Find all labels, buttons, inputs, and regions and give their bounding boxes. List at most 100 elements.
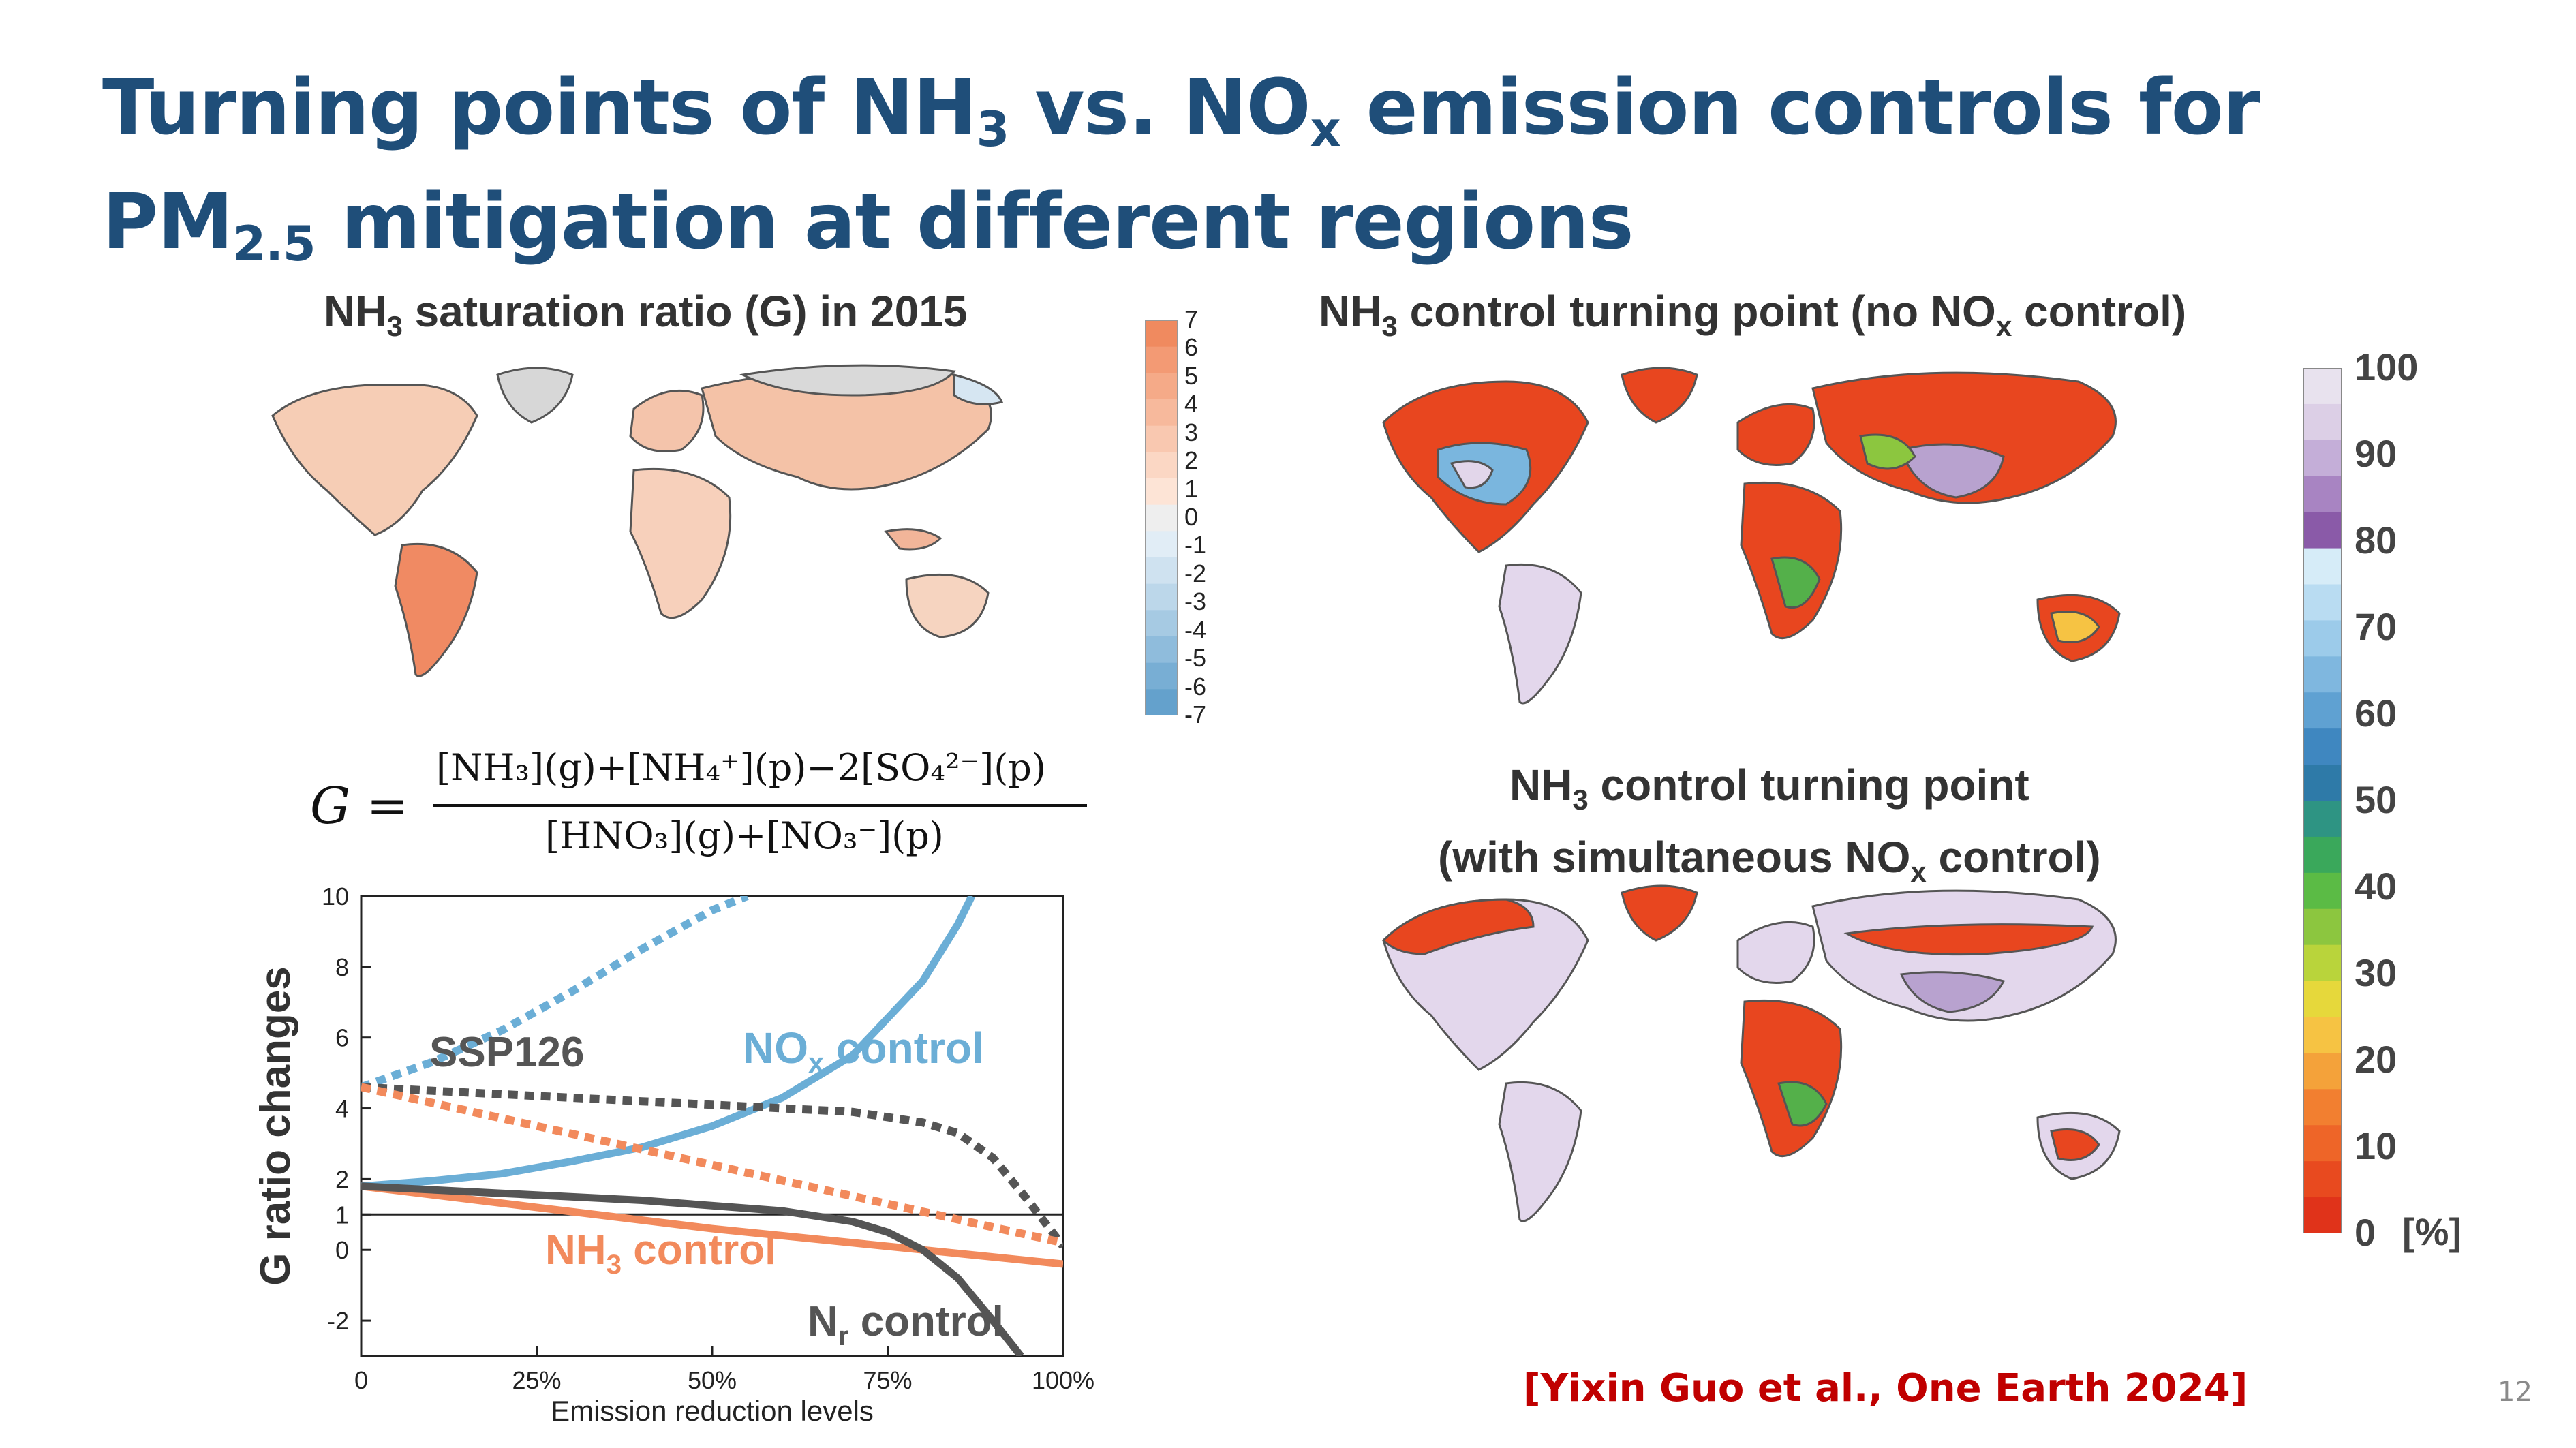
colorbar-segment <box>2303 1197 2342 1233</box>
x-tick-label: 100% <box>1032 1366 1094 1394</box>
colorbar-tick-label: 0 <box>1184 503 1199 531</box>
colorbar-tick-label: 80 <box>2355 519 2397 561</box>
colorbar-segment <box>2303 981 2342 1018</box>
colorbar-tick-label: 90 <box>2355 432 2397 475</box>
x-tick-label: 0 <box>354 1366 368 1394</box>
x-axis-label: Emission reduction levels <box>551 1395 874 1427</box>
formula-numerator: [NH₃](g)+[NH₄⁺](p)−2[SO₄²⁻](p) <box>436 746 1046 789</box>
series-line-nox-control <box>361 896 976 1190</box>
turning-no-nox-map <box>1382 367 2121 705</box>
colorbar-segment <box>1145 425 1178 453</box>
colorbar-tick-label: 10 <box>2355 1124 2397 1167</box>
colorbar-segment <box>1145 478 1178 506</box>
colorbar-tick-label: -7 <box>1184 700 1207 728</box>
colorbar-tick-label: 7 <box>1184 305 1199 333</box>
colorbar-segment <box>2303 944 2342 982</box>
colorbar-tick-label: 40 <box>2355 865 2397 908</box>
series-line-nh3-control <box>361 1083 1063 1247</box>
colorbar-segment <box>2303 728 2342 766</box>
colorbar-segment <box>2303 1017 2342 1054</box>
colorbar-segment <box>1145 346 1178 374</box>
colorbar-segment <box>1145 610 1178 637</box>
series-line-nox-control <box>361 896 749 1092</box>
x-tick-label: 25% <box>512 1366 561 1394</box>
colorbar-tick-label: 2 <box>1184 446 1199 475</box>
colorbar-segment <box>2303 656 2342 694</box>
colorbar-segment <box>2303 440 2342 477</box>
colorbar-segment <box>2303 836 2342 874</box>
colorbar-segment <box>2303 801 2342 837</box>
colorbar-tick-label: 50 <box>2355 778 2397 821</box>
colorbar-segment <box>2303 476 2342 513</box>
colorbar-tick-label: 60 <box>2355 692 2397 735</box>
colorbar-tick-label: 6 <box>1184 333 1199 362</box>
citation: [Yixin Guo et al., One Earth 2024] <box>1523 1366 2248 1411</box>
colorbar-segment <box>2303 403 2342 441</box>
colorbar-segment <box>1145 320 1178 348</box>
y-tick-label: 4 <box>335 1095 349 1123</box>
colorbar-segment <box>1145 531 1178 558</box>
colorbar-segment <box>1145 662 1178 690</box>
y-tick-label: 6 <box>335 1024 349 1052</box>
colorbar-tick-label: -4 <box>1184 615 1207 644</box>
colorbar-segment <box>2303 1161 2342 1199</box>
y-tick-label: 2 <box>335 1165 349 1193</box>
colorbar-segment <box>1145 557 1178 585</box>
colorbar-tick-label: 3 <box>1184 418 1199 446</box>
y-tick-label: 8 <box>335 953 349 981</box>
colorbar-tick-label: 20 <box>2355 1038 2397 1081</box>
colorbar-segment <box>1145 636 1178 664</box>
colorbar-tick-label: 30 <box>2355 951 2397 994</box>
series-line-nh3-control <box>361 1182 1063 1268</box>
y-tick-label: 1 <box>335 1201 349 1229</box>
colorbar-tick-label: -3 <box>1184 587 1207 616</box>
colorbar-segment <box>2303 908 2342 946</box>
colorbar-segment <box>1145 373 1178 400</box>
colorbar-tick-label: 100 <box>2355 345 2419 388</box>
colorbar-tick-label: -1 <box>1184 531 1207 559</box>
x-tick-label: 50% <box>688 1366 737 1394</box>
y-tick-label: -2 <box>327 1307 349 1335</box>
colorbar-segment <box>2303 872 2342 910</box>
colorbar-tick-label: 5 <box>1184 361 1199 390</box>
colorbar-tick-label: 4 <box>1184 390 1199 418</box>
colorbar-segment <box>1145 504 1178 532</box>
saturation-map-title: NH3 saturation ratio (G) in 2015 <box>324 287 968 342</box>
colorbar-segment <box>2303 1053 2342 1090</box>
colorbar-segment <box>2303 548 2342 585</box>
colorbar-segment <box>2303 368 2342 405</box>
series-line-nr-control <box>361 1182 1024 1356</box>
turning-with-nox-title: NH3 control turning point (with simultan… <box>1438 760 2101 888</box>
x-tick-label: 75% <box>863 1366 912 1394</box>
colorbar-tick-label: 70 <box>2355 605 2397 648</box>
formula-lhs: G = <box>310 777 409 835</box>
colorbar-segment <box>2303 620 2342 658</box>
page-number: 12 <box>2498 1376 2532 1408</box>
slide-title: Turning points of NH3 vs. NOx emission c… <box>102 63 2260 272</box>
series-line-ssp126 <box>361 1083 1063 1249</box>
colorbar-segment <box>1145 583 1178 611</box>
nr-control-label: Nr control <box>808 1298 1004 1351</box>
colorbar-segment <box>2303 584 2342 621</box>
y-axis-label: G ratio changes <box>252 966 299 1286</box>
turning-with-nox-map <box>1381 884 2121 1222</box>
colorbar-segment <box>2303 1089 2342 1126</box>
colorbar-segment <box>2303 692 2342 730</box>
colorbar-tick-label: -5 <box>1184 644 1207 673</box>
colorbar-segment <box>2303 512 2342 549</box>
y-tick-label: 0 <box>335 1236 349 1264</box>
colorbar-segment <box>2303 1125 2342 1162</box>
ssp126-label: SSP126 <box>429 1029 585 1076</box>
colorbar-tick-label: 0 <box>2355 1211 2376 1254</box>
colorbar-tick-label: -6 <box>1184 672 1207 700</box>
nox-control-label: NOx control <box>743 1023 984 1079</box>
colorbar-segment <box>2303 765 2342 801</box>
formula-denominator: [HNO₃](g)+[NO₃⁻](p) <box>545 814 944 857</box>
y-tick-label: 10 <box>322 882 349 910</box>
colorbar-segment <box>1145 689 1178 715</box>
colorbar-tick-label: -2 <box>1184 559 1207 587</box>
turning-no-nox-title: NH3 control turning point (no NOx contro… <box>1319 287 2187 342</box>
colorbar-tick-label: 1 <box>1184 474 1199 503</box>
formula-fraction-bar <box>433 804 1087 807</box>
